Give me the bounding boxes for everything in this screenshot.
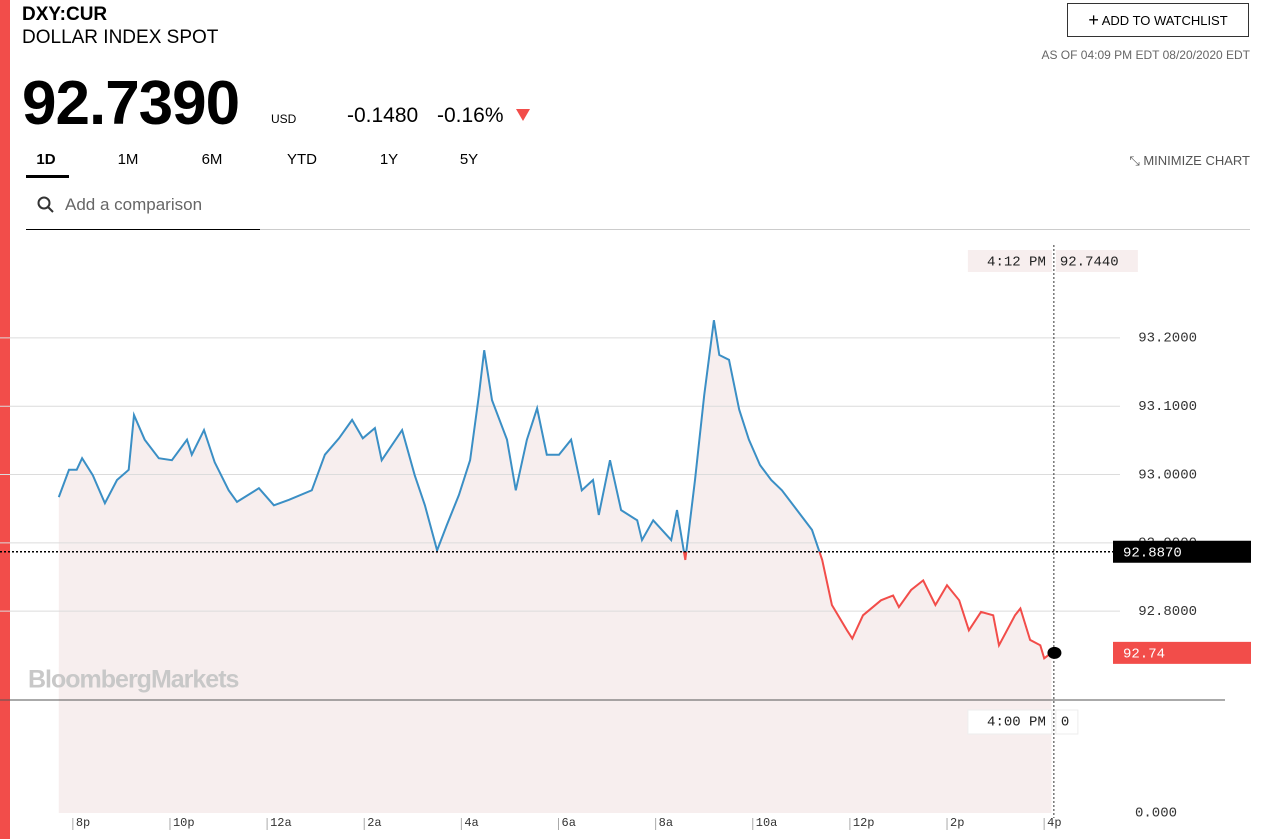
crosshair-time-box [967,250,1052,272]
tab[interactable]: YTD [287,151,317,168]
minimize-chart[interactable]: ⤡ MINIMIZE CHART [1129,153,1250,169]
previous-close-box [1113,540,1251,563]
last-box [1113,641,1251,664]
x-tick-label: 8a [659,816,673,830]
volume-time-box [967,709,1053,735]
volume-time: 4:00 PM [987,715,1046,731]
search-icon [37,196,54,213]
volume-value-box [1055,709,1079,735]
previous-close-label: 92.8870 [1123,545,1182,561]
crosshair-time: 4:12 PM [987,255,1046,271]
as-of: AS OF 04:09 PM EDT 08/20/2020 EDT [1041,48,1250,62]
tab[interactable]: 6M [201,151,223,168]
x-tick-label: 4a [464,816,478,830]
plus-icon: + [1088,10,1099,30]
tab-underline [26,175,69,178]
price-line [57,320,821,552]
search-placeholder: Add a comparison [65,195,203,214]
x-tick-label: 12a [270,816,292,830]
tab[interactable]: 5Y [459,151,479,168]
currency: USD [271,112,297,126]
x-tick-label: 8p [76,816,90,830]
crosshair-value-box [1055,250,1138,272]
price: 92.7390 [22,69,240,138]
x-tick-label: 12p [853,816,875,830]
divider [260,229,1250,230]
watermark: BloombergMarkets [28,666,239,694]
change: -0.1480 [347,104,419,127]
area [58,320,1052,813]
minimize-label: MINIMIZE CHART [1143,153,1250,168]
x-tick-label: 2a [367,816,381,830]
volume-value: 0 [1061,715,1069,731]
search-box[interactable]: Add a comparison [26,185,260,230]
y-tick-label: 93.0000 [1138,467,1197,483]
tab[interactable]: 1Y [379,151,399,168]
crosshair-value: 92.7440 [1060,255,1119,271]
x-tick-label: 6a [562,816,576,830]
x-tick-label: 10a [756,816,778,830]
change-pct: -0.16% [437,104,504,127]
minimize-icon: ⤡ [1129,153,1144,168]
last-point [1047,646,1062,659]
watchlist-button[interactable]: + ADD TO WATCHLIST [1067,3,1249,37]
accent-bar [0,0,10,839]
y-tick-label: 92.8000 [1138,604,1197,620]
price-line-below [436,551,1052,660]
y-tick-label: 93.1000 [1138,399,1197,415]
tab[interactable]: 1D [36,151,56,168]
last-label: 92.74 [1123,647,1165,663]
instrument-name: DOLLAR INDEX SPOT [22,27,219,48]
watchlist-label: ADD TO WATCHLIST [1101,13,1228,28]
volume-tick-label: 0.000 [1135,806,1177,822]
x-tick-label: 10p [173,816,195,830]
down-arrow [516,109,530,121]
x-tick-label: 2p [950,816,964,830]
tab[interactable]: 1M [117,151,139,168]
x-tick-label: 4p [1047,816,1061,830]
symbol: DXY:CUR [22,4,108,25]
y-tick-label: 93.2000 [1138,331,1197,347]
